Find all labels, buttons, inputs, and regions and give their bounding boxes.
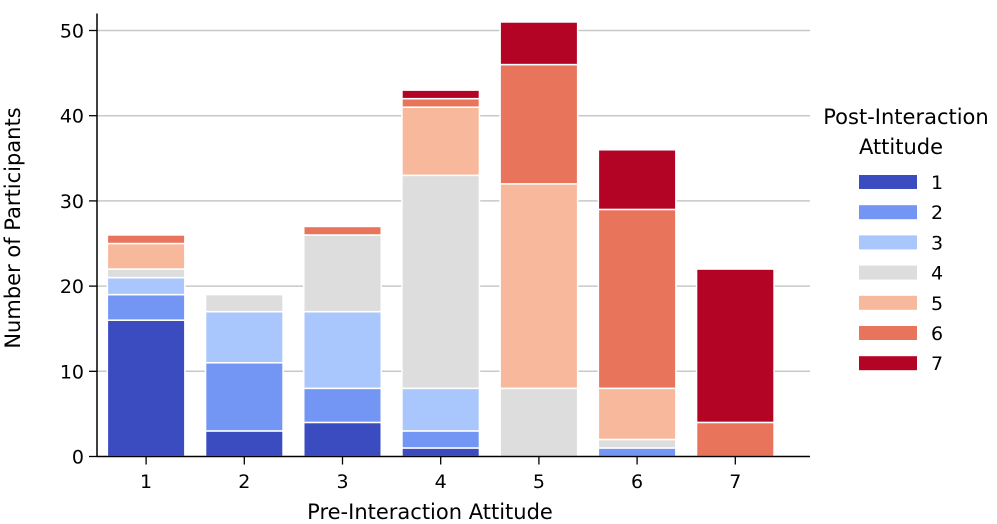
bar-segment-cat3-series2 (303, 387, 382, 424)
legend-label-2: 2 (931, 202, 943, 224)
y-tick-label-10: 10 (60, 361, 84, 383)
x-tick-label-4: 4 (435, 471, 447, 493)
legend-label-7: 7 (931, 353, 943, 375)
bar-segment-cat5-series7 (499, 21, 579, 66)
bar-segment-cat3-series3 (303, 310, 382, 390)
bar-segment-cat4-series5 (401, 106, 481, 177)
bar-segment-cat1-series6 (106, 234, 186, 245)
x-tick-label-1: 1 (140, 471, 152, 493)
bar-segment-cat4-series3 (401, 387, 481, 432)
legend-swatch-4 (859, 265, 917, 280)
bar-segment-cat6-series7 (597, 149, 677, 211)
y-tick-label-30: 30 (60, 191, 84, 213)
legend: Post-Interaction Attitude 1 2 3 4 5 6 7 (823, 105, 988, 375)
legend-swatch-6 (859, 326, 917, 340)
bar-segment-cat6-series4 (597, 438, 677, 449)
bar-segment-cat6-series5 (597, 387, 677, 441)
bar-segment-cat2-series2 (204, 362, 284, 432)
bar-segment-cat6-series2 (597, 447, 677, 458)
legend-swatch-1 (859, 175, 917, 189)
legend-title-line-2: Attitude (859, 135, 943, 159)
legend-swatch-7 (859, 356, 917, 371)
x-tick-label-5: 5 (533, 471, 545, 493)
bar-segment-cat4-series2 (401, 430, 481, 449)
legend-swatch-5 (859, 295, 917, 310)
axes: 0 10 20 30 40 50 1 2 3 4 5 6 7 (60, 13, 810, 493)
bar-segment-cat2-series4 (204, 293, 284, 313)
bar-segment-cat2-series1 (204, 430, 284, 458)
bar-segment-cat5-series5 (499, 183, 579, 390)
bar-segment-cat1-series2 (106, 293, 186, 321)
bar-segment-cat1-series5 (106, 242, 186, 270)
bar-segment-cat7-series7 (695, 268, 775, 424)
x-tick-label-7: 7 (729, 471, 741, 493)
y-tick-label-0: 0 (72, 447, 84, 469)
bar-segment-cat3-series1 (303, 421, 382, 458)
bar-segment-cat3-series6 (303, 225, 382, 236)
bar-segment-cat5-series6 (499, 63, 579, 185)
legend-label-4: 4 (931, 263, 943, 285)
legend-label-3: 3 (931, 232, 943, 254)
bar-segment-cat3-series4 (303, 234, 382, 313)
bar-segment-cat1-series1 (106, 319, 186, 458)
bar-segment-cat1-series4 (106, 268, 186, 279)
legend-swatch-2 (859, 205, 917, 220)
legend-items: 1 2 3 4 5 6 7 (859, 172, 943, 375)
legend-title-line-1: Post-Interaction (823, 105, 988, 129)
y-tick-label-50: 50 (60, 21, 84, 43)
legend-label-5: 5 (931, 293, 943, 315)
bar-segment-cat2-series3 (204, 310, 284, 364)
x-tick-label-2: 2 (238, 471, 250, 493)
x-tick-label-3: 3 (336, 471, 348, 493)
bar-segment-cat4-series6 (401, 97, 481, 108)
legend-swatch-3 (859, 235, 917, 250)
legend-label-6: 6 (931, 323, 943, 345)
y-tick-label-40: 40 (60, 106, 84, 128)
y-axis-title: Number of Participants (1, 107, 25, 348)
bar-segment-cat6-series6 (597, 208, 677, 390)
bar-segment-cat1-series3 (106, 276, 186, 296)
bar-segment-cat4-series4 (401, 174, 481, 390)
x-tick-label-6: 6 (631, 471, 643, 493)
bar-segment-cat7-series6 (695, 421, 775, 458)
x-axis-title: Pre-Interaction Attitude (307, 500, 553, 524)
y-tick-label-20: 20 (60, 276, 84, 298)
bar-segment-cat4-series7 (401, 89, 481, 100)
bar-segment-cat4-series1 (401, 447, 481, 458)
bar-segment-cat5-series4 (499, 387, 579, 458)
bars (106, 21, 775, 458)
legend-label-1: 1 (931, 172, 943, 194)
